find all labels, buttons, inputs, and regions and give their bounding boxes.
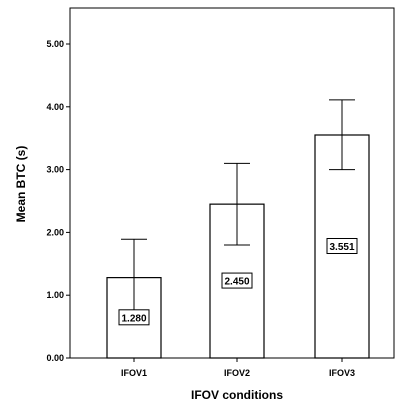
data-label: 2.450 — [224, 277, 249, 288]
y-tick-label: 4.00 — [46, 102, 64, 112]
data-label-box — [326, 237, 358, 254]
data-label-box — [118, 309, 150, 326]
bars-group: 1.280 2.450 3.551 — [106, 99, 370, 359]
x-axis: IFOV1 IFOV2 IFOV3 — [121, 358, 355, 378]
y-axis-title: Mean BTC (s) — [14, 146, 28, 223]
y-axis: 0.00 1.00 2.00 3.00 4.00 5.00 — [46, 39, 70, 363]
x-tick-label: IFOV2 — [224, 368, 250, 378]
data-label-box — [221, 272, 253, 289]
x-axis-title: IFOV conditions — [191, 388, 283, 402]
y-tick-label: 2.00 — [46, 227, 64, 237]
y-tick-label: 5.00 — [46, 39, 64, 49]
y-tick-label: 3.00 — [46, 165, 64, 175]
data-label: 3.551 — [329, 242, 354, 253]
x-tick-label: IFOV1 — [121, 368, 147, 378]
data-label: 1.280 — [121, 313, 146, 324]
x-tick-label: IFOV3 — [329, 368, 355, 378]
y-tick-label: 0.00 — [46, 353, 64, 363]
y-tick-label: 1.00 — [46, 290, 64, 300]
